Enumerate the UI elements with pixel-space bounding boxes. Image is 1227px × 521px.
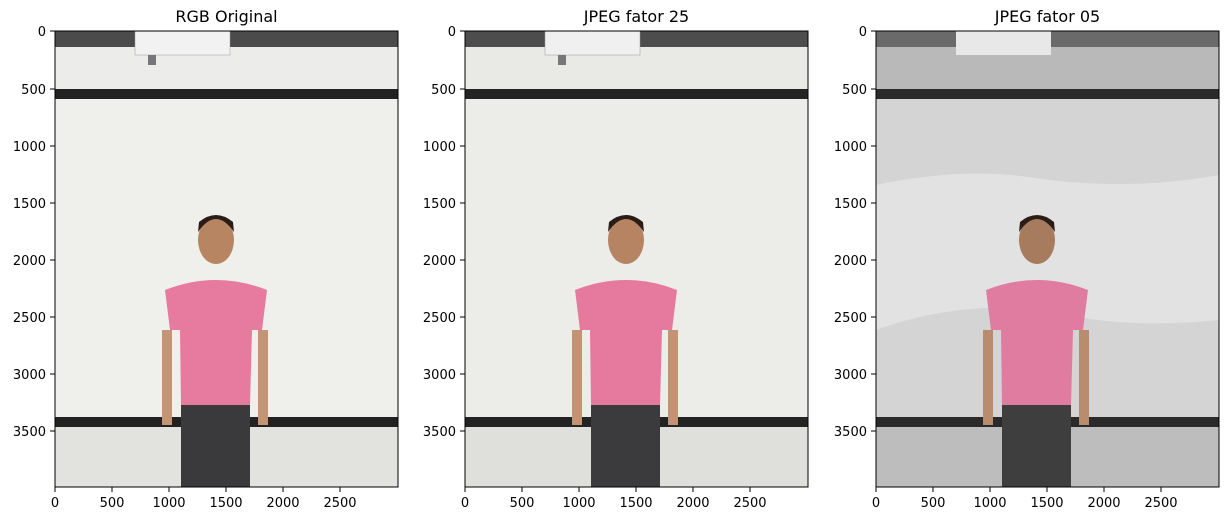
y-tick: 2500 [423, 311, 456, 326]
y-ticks: 0 500 1000 1500 2000 2500 3000 3500 [13, 25, 55, 440]
y-tick: 0 [859, 25, 867, 40]
y-tick: 1500 [423, 197, 456, 212]
panel-rgb-original: RGB Original 0 500 1000 1500 2000 25 [0, 0, 409, 521]
photo-original [55, 30, 398, 487]
panel-title: RGB Original [175, 7, 278, 26]
x-ticks: 0 500 1000 1500 2000 2500 [461, 487, 767, 511]
y-tick: 3000 [423, 368, 456, 383]
x-tick: 1500 [209, 496, 242, 511]
x-tick: 500 [100, 496, 125, 511]
x-tick: 0 [872, 496, 880, 511]
y-tick: 1500 [13, 197, 46, 212]
y-tick: 500 [842, 83, 867, 98]
x-tick: 1000 [973, 496, 1006, 511]
x-tick: 1500 [619, 496, 652, 511]
y-tick: 3500 [423, 425, 456, 440]
y-tick: 2000 [423, 254, 456, 269]
y-ticks: 0 500 1000 1500 2000 2500 3000 3500 [423, 25, 465, 440]
image-axes: 0 500 1000 1500 2000 2500 3000 3500 0 50… [834, 25, 1220, 511]
photo-jpeg-05 [876, 31, 1219, 487]
x-tick: 1500 [1030, 496, 1063, 511]
y-tick: 0 [448, 25, 456, 40]
image-axes: 0 500 1000 1500 2000 2500 3000 3500 0 50… [13, 25, 399, 511]
x-tick: 2000 [676, 496, 709, 511]
x-tick: 2000 [1087, 496, 1120, 511]
y-tick: 2000 [834, 254, 867, 269]
y-tick: 3000 [13, 368, 46, 383]
x-tick: 2500 [323, 496, 356, 511]
x-ticks: 0 500 1000 1500 2000 2500 [51, 487, 357, 511]
photo-jpeg-25 [465, 30, 808, 487]
x-tick: 2500 [1144, 496, 1177, 511]
y-tick: 3500 [13, 425, 46, 440]
panel-title: JPEG fator 05 [994, 7, 1101, 26]
y-tick: 1000 [13, 140, 46, 155]
x-tick: 0 [51, 496, 59, 511]
image-axes: 0 500 1000 1500 2000 2500 3000 3500 0 50… [423, 25, 809, 511]
y-tick: 3500 [834, 425, 867, 440]
y-ticks: 0 500 1000 1500 2000 2500 3000 3500 [834, 25, 876, 440]
x-tick: 500 [510, 496, 535, 511]
panel-title: JPEG fator 25 [583, 7, 690, 26]
y-tick: 1000 [423, 140, 456, 155]
y-tick: 1500 [834, 197, 867, 212]
x-tick: 1000 [152, 496, 185, 511]
panel-jpeg-05: JPEG fator 05 0 500 1000 1500 2000 2 [818, 0, 1227, 521]
y-tick: 1000 [834, 140, 867, 155]
x-tick: 0 [461, 496, 469, 511]
y-tick: 2500 [834, 311, 867, 326]
panel-jpeg-25: JPEG fator 25 0 500 1000 1500 2000 2500 [409, 0, 818, 521]
x-tick: 1000 [562, 496, 595, 511]
y-tick: 3000 [834, 368, 867, 383]
x-tick: 500 [921, 496, 946, 511]
y-tick: 500 [431, 83, 456, 98]
y-tick: 2500 [13, 311, 46, 326]
y-tick: 500 [21, 83, 46, 98]
y-tick: 0 [38, 25, 46, 40]
x-tick: 2000 [266, 496, 299, 511]
x-ticks: 0 500 1000 1500 2000 2500 [872, 487, 1178, 511]
x-tick: 2500 [733, 496, 766, 511]
y-tick: 2000 [13, 254, 46, 269]
